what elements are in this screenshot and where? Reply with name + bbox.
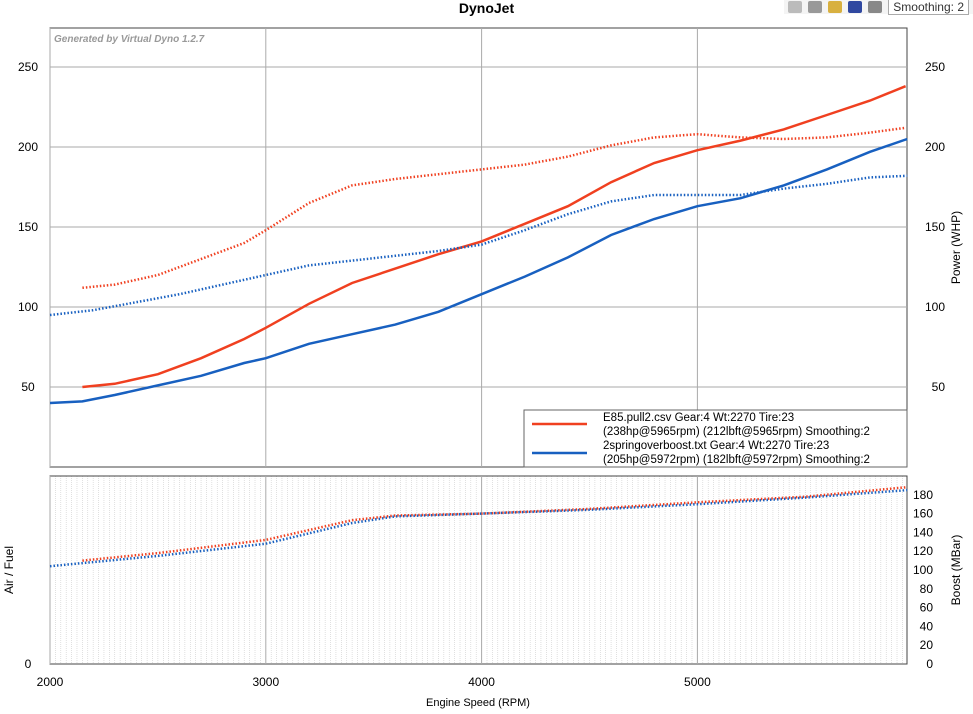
boost-tick-label: 160	[913, 507, 933, 521]
afr-tick-label: 0	[25, 657, 32, 671]
tools-icon[interactable]	[808, 1, 823, 13]
boost-axis-label: Boost (MBar)	[949, 535, 963, 606]
y-tick-label: 100	[18, 300, 38, 314]
save-icon[interactable]	[848, 1, 863, 13]
y-tick-label: 150	[18, 220, 38, 234]
zoom-icon[interactable]	[788, 1, 803, 13]
print-icon[interactable]	[868, 1, 883, 13]
afr-axis-label: Air / Fuel	[2, 546, 16, 594]
power-series-1	[82, 126, 906, 290]
copy-icon[interactable]	[828, 1, 843, 13]
x-tick-label: 3000	[252, 675, 279, 689]
y-right-tick-label: 200	[925, 140, 945, 154]
x-tick-label: 2000	[37, 675, 64, 689]
legend-entry: (205hp@5972rpm) (182lbft@5972rpm) Smooth…	[603, 454, 870, 466]
boost-tick-label: 40	[920, 619, 934, 633]
y-right-tick-label: 100	[925, 300, 945, 314]
x-tick-label: 4000	[468, 675, 495, 689]
power-series-0	[82, 85, 907, 389]
boost-tick-label: 80	[920, 582, 934, 596]
legend-entry: (238hp@5965rpm) (212lbft@5965rpm) Smooth…	[603, 426, 870, 438]
y-tick-label: 200	[18, 140, 38, 154]
chart-title: DynoJet	[458, 0, 515, 16]
x-axis-label: Engine Speed (RPM)	[426, 697, 530, 709]
boost-tick-label: 20	[920, 638, 934, 652]
power-series-3	[49, 174, 908, 317]
boost-tick-label: 180	[913, 488, 933, 502]
boost-series-0	[82, 486, 906, 562]
x-tick-label: 5000	[684, 675, 711, 689]
smoothing-select[interactable]: Smoothing: 2	[888, 0, 969, 15]
boost-tick-label: 140	[913, 525, 933, 539]
power-series-2	[49, 137, 908, 405]
y-right-tick-label: 50	[932, 380, 946, 394]
y-tick-label: 250	[18, 60, 38, 74]
legend	[523, 409, 908, 468]
watermark: Generated by Virtual Dyno 1.2.7	[54, 34, 205, 45]
boost-tick-label: 60	[920, 601, 934, 615]
boost-tick-label: 0	[926, 657, 933, 671]
y-tick-label: 50	[21, 380, 35, 394]
y-right-tick-label: 150	[925, 220, 945, 234]
legend-entry: 2springoverboost.txt Gear:4 Wt:2270 Tire…	[603, 440, 829, 452]
power-axis-label: Power (WHP)	[949, 211, 963, 284]
boost-tick-label: 120	[913, 544, 933, 558]
boost-tick-label: 100	[913, 563, 933, 577]
boost-series-1	[49, 488, 908, 568]
toolbar: Smoothing: 2	[784, 0, 973, 15]
power-plot-area	[49, 27, 908, 468]
legend-entry: E85.pull2.csv Gear:4 Wt:2270 Tire:23	[603, 412, 794, 424]
y-right-tick-label: 250	[925, 60, 945, 74]
